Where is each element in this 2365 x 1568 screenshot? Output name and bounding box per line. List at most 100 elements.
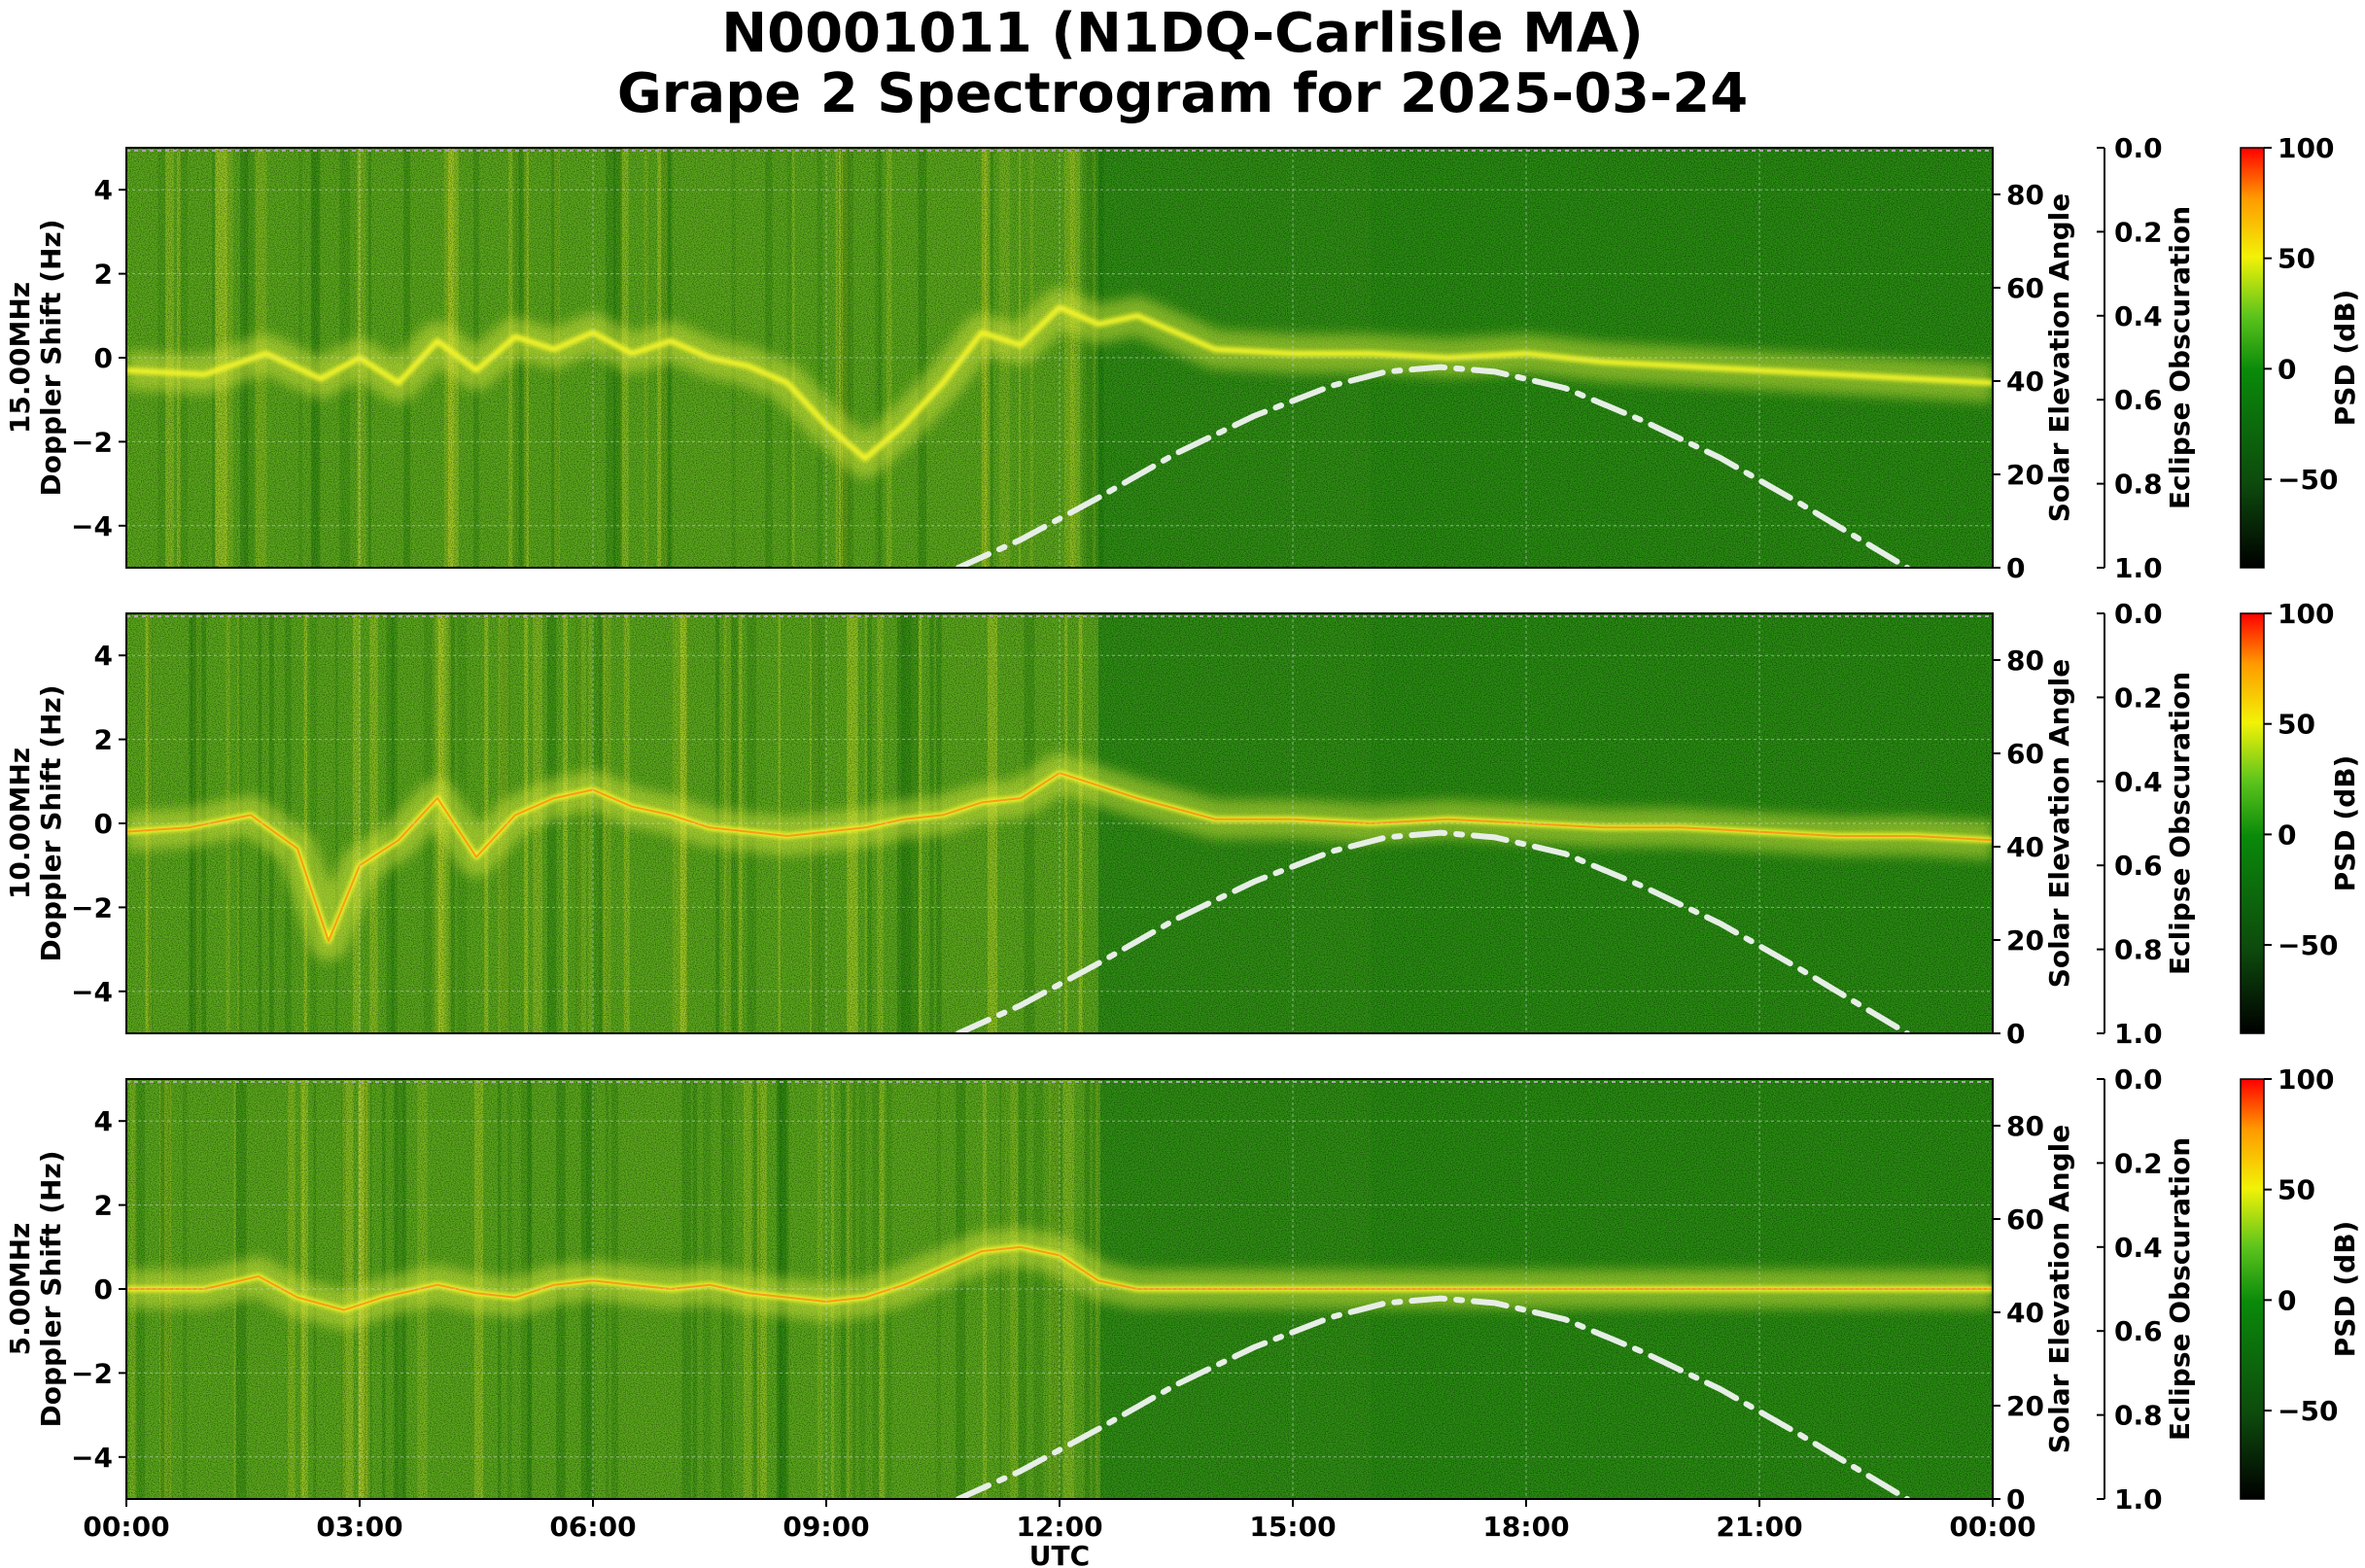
elevation-tick-label: 0 bbox=[2006, 1483, 2025, 1516]
elevation-tick-label: 80 bbox=[2006, 179, 2044, 211]
y-tick-label: −4 bbox=[71, 1442, 113, 1474]
y-tick-label: −4 bbox=[71, 976, 113, 1008]
y-tick-label: 2 bbox=[94, 724, 113, 756]
elevation-tick-label: 60 bbox=[2006, 738, 2044, 770]
doppler-axis-label: Doppler Shift (Hz) bbox=[35, 219, 67, 496]
eclipse-tick-label: 0.0 bbox=[2114, 598, 2163, 630]
eclipse-tick-label: 0.4 bbox=[2114, 766, 2163, 798]
panel-2: 420−2−410.00MHz Doppler Shift (Hz)8060402… bbox=[4, 598, 2361, 1050]
x-tick-label: 18:00 bbox=[1482, 1511, 1569, 1543]
eclipse-tick-label: 1.0 bbox=[2114, 552, 2163, 584]
colorbar-tick-label: 100 bbox=[2278, 132, 2334, 164]
elevation-tick-label: 20 bbox=[2006, 459, 2044, 491]
x-tick-label: 03:00 bbox=[316, 1511, 402, 1543]
elevation-tick-label: 40 bbox=[2006, 1297, 2044, 1329]
psd-colorbar bbox=[2240, 147, 2265, 569]
spectrogram-plot-area bbox=[126, 148, 1993, 568]
colorbar-tick-label: 50 bbox=[2278, 709, 2315, 741]
colorbar-tick-label: 50 bbox=[2278, 243, 2315, 275]
x-tick-label: 21:00 bbox=[1716, 1511, 1802, 1543]
x-tick-label: 15:00 bbox=[1249, 1511, 1336, 1543]
eclipse-tick-label: 0.8 bbox=[2114, 934, 2163, 966]
chart-title-line-2: Grape 2 Spectrogram for 2025-03-24 bbox=[616, 62, 1749, 125]
spectrogram-plot-area bbox=[126, 613, 1993, 1033]
panel-frequency-label: 5.00MHz bbox=[4, 1223, 36, 1356]
panel-3: 420−2−45.00MHz Doppler Shift (Hz)80604020… bbox=[4, 1063, 2361, 1516]
y-tick-label: −2 bbox=[71, 891, 113, 923]
psd-colorbar bbox=[2240, 612, 2265, 1034]
doppler-axis-label: Doppler Shift (Hz) bbox=[35, 684, 67, 961]
colorbar-tick-label: −50 bbox=[2278, 929, 2338, 961]
eclipse-axis-label: Eclipse Obscuration bbox=[2164, 1137, 2196, 1441]
colorbar-tick-label: −50 bbox=[2278, 1395, 2338, 1427]
colorbar-tick-label: −50 bbox=[2278, 464, 2338, 496]
x-tick-label: 00:00 bbox=[83, 1511, 169, 1543]
y-tick-label: 0 bbox=[94, 1273, 113, 1306]
elevation-tick-label: 80 bbox=[2006, 645, 2044, 677]
y-tick-label: 4 bbox=[94, 640, 113, 672]
y-tick-label: 4 bbox=[94, 1105, 113, 1137]
colorbar-label: PSD (dB) bbox=[2329, 290, 2361, 427]
colorbar-tick-label: 0 bbox=[2278, 353, 2296, 385]
eclipse-tick-label: 0.2 bbox=[2114, 681, 2163, 714]
colorbar-tick-label: 0 bbox=[2278, 1284, 2296, 1316]
panel-frequency-label: 15.00MHz bbox=[4, 282, 36, 434]
y-tick-label: 0 bbox=[94, 342, 113, 374]
psd-colorbar bbox=[2240, 1078, 2265, 1500]
y-tick-label: −2 bbox=[71, 426, 113, 458]
chart-title-line-1: N0001011 (N1DQ-Carlisle MA) bbox=[721, 2, 1644, 65]
eclipse-tick-label: 0.6 bbox=[2114, 384, 2163, 416]
x-tick-label: 06:00 bbox=[549, 1511, 636, 1543]
spectrogram-panels: 420−2−415.00MHz Doppler Shift (Hz)8060402… bbox=[4, 132, 2361, 1516]
panel-1: 420−2−415.00MHz Doppler Shift (Hz)8060402… bbox=[4, 132, 2361, 584]
x-tick-label: 12:00 bbox=[1016, 1511, 1102, 1543]
y-tick-label: 2 bbox=[94, 259, 113, 291]
panel-frequency-label: 10.00MHz bbox=[4, 748, 36, 899]
elevation-tick-label: 40 bbox=[2006, 831, 2044, 863]
elevation-axis-label: Solar Elevation Angle bbox=[2043, 659, 2075, 988]
solar-elevation-curve bbox=[956, 1295, 1910, 1499]
x-axis: 00:00 03:00 06:00 09:00 12:00 15:00 18:00 21:00… bbox=[83, 1499, 2036, 1568]
eclipse-tick-label: 0.6 bbox=[2114, 1315, 2163, 1347]
eclipse-tick-label: 1.0 bbox=[2114, 1483, 2163, 1516]
y-tick-label: −2 bbox=[71, 1357, 113, 1389]
eclipse-tick-label: 1.0 bbox=[2114, 1018, 2163, 1050]
y-tick-label: −4 bbox=[71, 510, 113, 542]
solar-elevation-curve bbox=[956, 364, 1910, 568]
eclipse-tick-label: 0.6 bbox=[2114, 850, 2163, 882]
x-tick-label: 00:00 bbox=[1949, 1511, 2035, 1543]
eclipse-tick-label: 0.0 bbox=[2114, 132, 2163, 164]
eclipse-tick-label: 0.4 bbox=[2114, 1232, 2163, 1264]
colorbar-tick-label: 100 bbox=[2278, 1063, 2334, 1096]
colorbar-tick-label: 100 bbox=[2278, 598, 2334, 630]
elevation-tick-label: 40 bbox=[2006, 366, 2044, 398]
eclipse-tick-label: 0.2 bbox=[2114, 1147, 2163, 1179]
eclipse-tick-label: 0.4 bbox=[2114, 300, 2163, 332]
y-tick-label: 0 bbox=[94, 808, 113, 840]
eclipse-axis-label: Eclipse Obscuration bbox=[2164, 672, 2196, 975]
eclipse-tick-label: 0.8 bbox=[2114, 469, 2163, 501]
colorbar-label: PSD (dB) bbox=[2329, 1221, 2361, 1358]
elevation-tick-label: 60 bbox=[2006, 1203, 2044, 1236]
doppler-axis-label: Doppler Shift (Hz) bbox=[35, 1150, 67, 1427]
eclipse-axis-label: Eclipse Obscuration bbox=[2164, 206, 2196, 509]
elevation-tick-label: 20 bbox=[2006, 1390, 2044, 1422]
elevation-axis-label: Solar Elevation Angle bbox=[2043, 193, 2075, 522]
elevation-tick-label: 20 bbox=[2006, 924, 2044, 957]
eclipse-tick-label: 0.2 bbox=[2114, 216, 2163, 248]
y-tick-label: 2 bbox=[94, 1190, 113, 1222]
x-tick-label: 09:00 bbox=[783, 1511, 869, 1543]
colorbar-tick-label: 0 bbox=[2278, 819, 2296, 851]
elevation-tick-label: 80 bbox=[2006, 1110, 2044, 1142]
elevation-tick-label: 0 bbox=[2006, 552, 2025, 584]
spectrogram-plot-area bbox=[126, 1079, 1993, 1499]
eclipse-tick-label: 0.8 bbox=[2114, 1400, 2163, 1432]
solar-elevation-curve bbox=[956, 829, 1910, 1033]
y-tick-label: 4 bbox=[94, 174, 113, 206]
chart-title: N0001011 (N1DQ-Carlisle MA) Grape 2 Spec… bbox=[0, 4, 2365, 124]
eclipse-tick-label: 0.0 bbox=[2114, 1063, 2163, 1096]
elevation-tick-label: 0 bbox=[2006, 1018, 2025, 1050]
colorbar-label: PSD (dB) bbox=[2329, 755, 2361, 892]
elevation-axis-label: Solar Elevation Angle bbox=[2043, 1125, 2075, 1453]
